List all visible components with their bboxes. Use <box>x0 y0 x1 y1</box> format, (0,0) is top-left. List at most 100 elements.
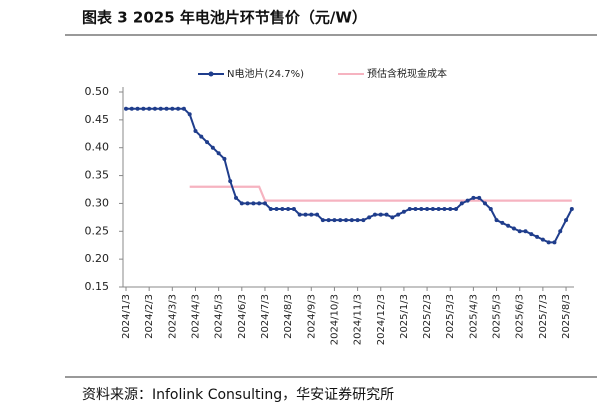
point <box>361 218 366 223</box>
point <box>471 195 476 200</box>
y-tick-label: 0.35 <box>85 169 110 182</box>
series-line <box>189 185 572 202</box>
series-line <box>126 107 573 244</box>
point <box>147 106 152 111</box>
point <box>569 207 574 211</box>
x-tick-label: 2024/6/3 <box>237 294 248 339</box>
point <box>517 229 522 234</box>
point <box>268 207 273 211</box>
point <box>315 212 320 217</box>
point <box>152 106 157 111</box>
x-tick-label: 2024/4/3 <box>190 294 201 339</box>
point <box>338 218 343 223</box>
point <box>529 232 534 237</box>
x-tick-label: 2024/3/3 <box>167 294 178 339</box>
x-tick-label: 2024/2/3 <box>144 294 155 339</box>
point <box>349 218 354 223</box>
point <box>216 151 221 156</box>
x-tick-label: 2024/5/3 <box>214 294 225 339</box>
x-tick-label: 2024/7/3 <box>260 294 271 339</box>
point <box>454 207 459 211</box>
x-tick-label: 2024/9/3 <box>306 294 317 339</box>
point <box>193 129 198 133</box>
point <box>297 212 302 217</box>
source: 资料来源：Infolink Consulting，华安证券研究所 <box>82 387 394 403</box>
point <box>228 179 233 184</box>
point <box>488 207 493 211</box>
point <box>199 134 204 139</box>
legend-label: N电池片(24.7%) <box>227 67 304 80</box>
point <box>367 215 372 220</box>
x-tick-label: 2024/12/3 <box>376 294 387 345</box>
point <box>430 207 435 211</box>
point <box>257 201 262 206</box>
point <box>465 198 470 203</box>
point <box>303 212 308 217</box>
point <box>552 240 557 245</box>
point <box>320 218 325 223</box>
y-tick-label: 0.45 <box>85 113 110 126</box>
point <box>291 207 296 211</box>
point <box>274 207 279 211</box>
y-tick-label: 0.20 <box>85 252 110 265</box>
point <box>280 207 285 211</box>
point <box>390 215 395 220</box>
point <box>210 145 215 150</box>
point <box>407 207 412 211</box>
point <box>540 237 545 242</box>
point <box>511 226 516 231</box>
point <box>164 106 169 111</box>
y-tick-label: 0.15 <box>85 280 110 293</box>
point <box>309 212 314 217</box>
y-tick-label: 0.40 <box>85 141 110 154</box>
point <box>448 207 453 211</box>
point <box>129 106 134 111</box>
point <box>396 212 401 217</box>
point <box>372 212 377 217</box>
point <box>506 223 511 228</box>
point <box>205 140 210 145</box>
point <box>436 207 441 211</box>
point <box>141 106 146 111</box>
point <box>170 106 175 111</box>
point <box>558 229 563 234</box>
legend-marker <box>208 71 214 77</box>
x-tick-label: 2025/4/3 <box>468 294 479 339</box>
point <box>124 106 128 111</box>
point <box>332 218 337 223</box>
x-tick-label: 2024/11/3 <box>353 294 364 345</box>
point <box>500 220 505 225</box>
point <box>482 201 487 206</box>
point <box>239 201 244 206</box>
x-tick-label: 2025/6/3 <box>515 294 526 339</box>
legend-label: 预估含税现金成本 <box>367 67 447 80</box>
point <box>222 156 227 161</box>
x-tick-label: 2025/1/3 <box>399 294 410 339</box>
point <box>523 229 528 234</box>
point <box>459 201 464 206</box>
y-tick-label: 0.25 <box>85 224 110 237</box>
x-tick-label: 2025/2/3 <box>422 294 433 339</box>
point <box>546 240 551 245</box>
point <box>535 234 540 239</box>
point <box>135 106 140 111</box>
y-tick-label: 0.50 <box>85 85 110 98</box>
chart-title: 图表 3 2025 年电池片环节售价（元/W） <box>82 9 367 27</box>
point <box>245 201 250 206</box>
point <box>413 207 418 211</box>
x-tick-label: 2025/5/3 <box>492 294 503 339</box>
point <box>286 207 291 211</box>
point <box>355 218 360 223</box>
point <box>477 195 482 200</box>
point <box>564 218 569 223</box>
point <box>419 207 424 211</box>
point <box>442 207 447 211</box>
point <box>344 218 349 223</box>
x-tick-label: 2025/7/3 <box>538 294 549 339</box>
point <box>176 106 181 111</box>
point <box>425 207 430 211</box>
point <box>494 218 499 223</box>
point <box>262 201 267 206</box>
x-tick-label: 2024/1/3 <box>121 294 132 339</box>
